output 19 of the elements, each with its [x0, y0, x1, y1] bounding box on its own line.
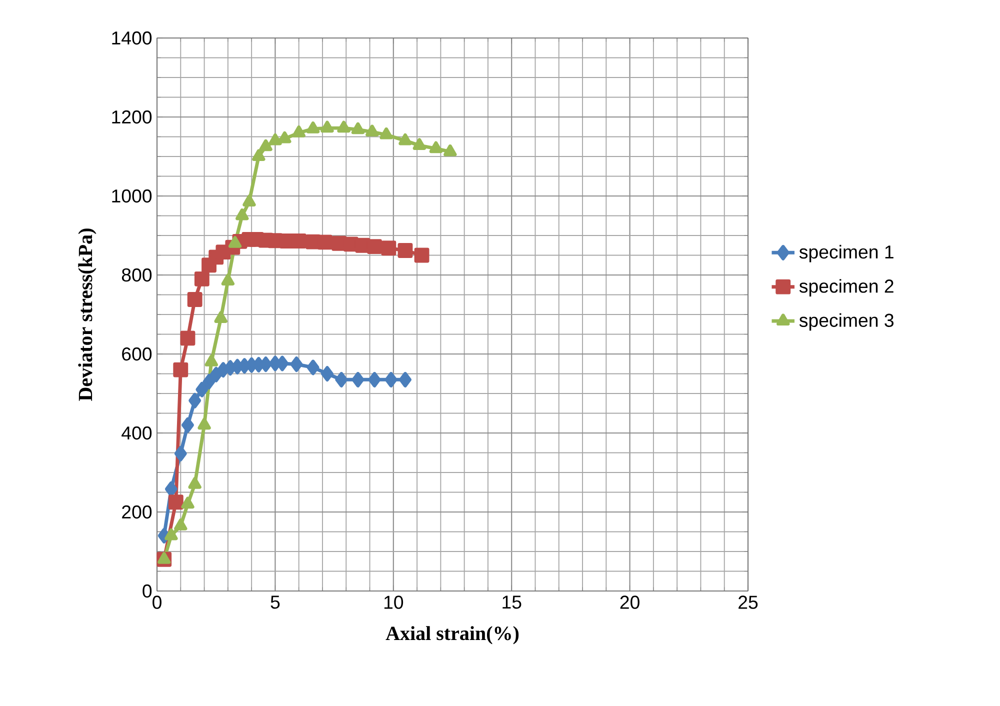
- y-tick-label: 1200: [112, 110, 152, 124]
- y-tick-label: 400: [122, 426, 152, 440]
- y-tick-label: 800: [122, 268, 152, 282]
- x-tick-label: 10: [384, 596, 404, 609]
- x-tick-label: 20: [620, 596, 640, 609]
- x-tick-label: 15: [502, 596, 522, 609]
- x-axis-title: Axial strain(%): [386, 626, 519, 644]
- y-tick-label: 600: [122, 347, 152, 361]
- legend-label: specimen 3: [799, 313, 894, 331]
- y-tick-label: 1000: [112, 189, 152, 203]
- y-axis-title: Deviator stress(kPa): [78, 228, 96, 401]
- x-tick-label: 25: [738, 596, 758, 609]
- legend-label: specimen 2: [799, 279, 894, 296]
- y-tick-label: 200: [122, 505, 152, 519]
- y-tick-label: 0: [142, 584, 152, 598]
- x-tick-label: 5: [270, 596, 280, 609]
- y-tick-label: 1400: [112, 31, 152, 45]
- x-tick-label: 0: [152, 596, 162, 609]
- legend-label: specimen 1: [799, 244, 894, 262]
